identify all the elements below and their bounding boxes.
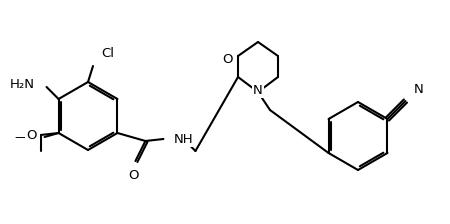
- Text: NH: NH: [173, 133, 193, 146]
- Text: Cl: Cl: [101, 47, 114, 60]
- Text: O: O: [128, 169, 139, 182]
- Text: N: N: [414, 83, 423, 96]
- Text: O: O: [222, 53, 233, 66]
- Text: O: O: [26, 129, 36, 142]
- Text: N: N: [253, 84, 263, 97]
- Text: H₂N: H₂N: [9, 78, 35, 90]
- Text: —O: —O: [15, 131, 39, 144]
